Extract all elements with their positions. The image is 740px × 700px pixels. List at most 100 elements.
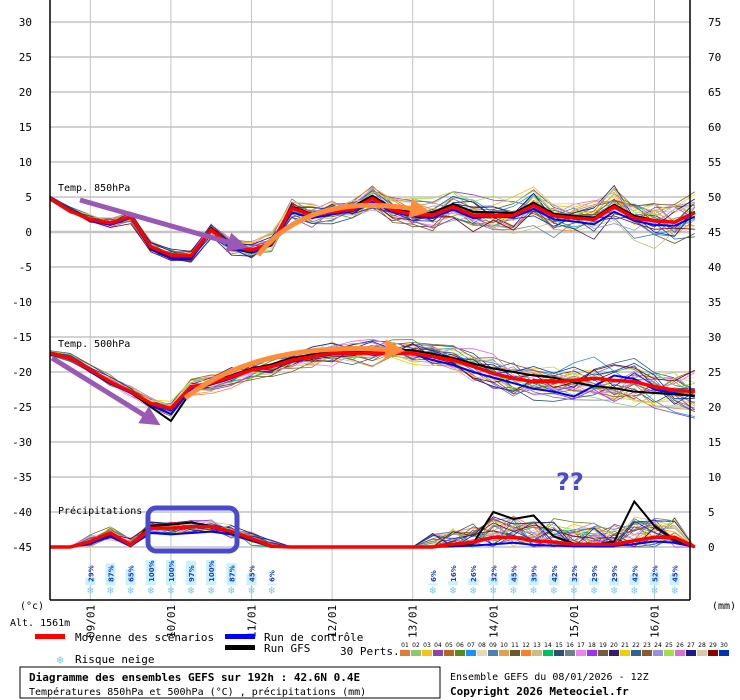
snow-risk-percent: 29% — [591, 565, 599, 582]
orange-arrow-t850 — [256, 198, 430, 257]
snow-risk-item: 26% ❄ — [468, 565, 479, 597]
pert-number: 11 — [511, 642, 519, 649]
right-tick-label: 30 — [708, 331, 721, 344]
snow-risk-bar — [448, 581, 458, 585]
snow-risk-bar — [609, 577, 620, 585]
snow-risk-bar — [669, 573, 680, 585]
pert-swatch — [554, 650, 564, 656]
pert-swatch — [686, 650, 696, 656]
snow-risk-bar — [649, 572, 660, 585]
snow-risk-item: 6% ❄ — [427, 570, 438, 597]
snow-risk-percent: 97% — [188, 565, 196, 582]
snow-risk-bar — [85, 577, 96, 585]
pert-number: 12 — [522, 642, 530, 649]
chart-subtitle: Températures 850hPa et 500hPa (°C) , pré… — [29, 686, 366, 698]
legend-mean-label: Moyenne des scénarios — [75, 631, 214, 644]
snow-risk-item: 97% ❄ — [186, 560, 197, 597]
pert-swatch — [433, 650, 443, 656]
mean-line-t850 — [49, 196, 696, 258]
snowflake-icon: ❄ — [430, 584, 437, 597]
snow-risk-bar — [528, 575, 539, 585]
snow-risk-bar — [629, 574, 640, 585]
pert-number: 13 — [533, 642, 541, 649]
date-label: 15/01 — [568, 605, 581, 638]
pert-swatch — [719, 650, 729, 656]
pert-swatch — [543, 650, 553, 656]
date-label: 10/01 — [165, 605, 178, 638]
snow-risk-percent: 100% — [168, 560, 176, 582]
left-tick-label: -25 — [12, 401, 32, 414]
left-tick-label: -45 — [12, 541, 32, 554]
mean-line-precip — [50, 524, 696, 549]
pert-swatch — [532, 650, 542, 656]
right-tick-label: 40 — [708, 261, 721, 274]
left-tick-label: -5 — [19, 261, 32, 274]
snow-risk-percent: 29% — [87, 565, 95, 582]
orange-arrow-t500 — [183, 339, 405, 400]
snow-risk-percent: 6% — [430, 570, 438, 582]
pert-swatch — [587, 650, 597, 656]
legend-control-label: Run de contrôle — [264, 631, 363, 644]
pert-swatch — [653, 650, 663, 656]
snow-risk-item: 100% ❄ — [206, 560, 217, 597]
right-tick-label: 60 — [708, 121, 721, 134]
snow-risk-bar — [105, 563, 116, 585]
pert-number: 06 — [456, 642, 464, 649]
pert-line-t500 — [49, 341, 695, 406]
snowflake-icon: ❄ — [228, 584, 235, 597]
left-tick-label: -40 — [12, 506, 32, 519]
snow-risk-percent: 32% — [571, 565, 579, 582]
snowflake-icon: ❄ — [631, 584, 638, 597]
snow-risk-bar — [145, 560, 156, 585]
pert-number: 15 — [555, 642, 563, 649]
snowflake-icon: ❄ — [571, 584, 578, 597]
pert-swatch — [444, 650, 454, 656]
snowflake-icon: ❄ — [107, 584, 114, 597]
pert-swatch — [488, 650, 498, 656]
snow-risk-item: 42% ❄ — [548, 565, 559, 597]
snow-risk-percent: 42% — [631, 565, 639, 582]
snow-risk-item: 87% ❄ — [105, 563, 116, 597]
pert-swatch — [477, 650, 487, 656]
snow-risk-bar — [266, 583, 277, 585]
run-label: Ensemble GEFS du 08/01/2026 - 12Z — [450, 672, 649, 683]
snowflake-icon: ❄ — [127, 584, 134, 597]
right-unit: (mm) — [712, 601, 736, 612]
pert-swatch — [521, 650, 531, 656]
snowflake-icon: ❄ — [248, 584, 255, 597]
snow-risk-percent: 29% — [611, 565, 619, 582]
legend-swatch-mean — [35, 634, 65, 639]
snow-risk-percent: 87% — [228, 565, 236, 582]
left-tick-label: 10 — [19, 156, 32, 169]
snow-risk-percent: 6% — [269, 570, 277, 582]
purple-arrow-t850 — [79, 197, 248, 252]
right-tick-label: 0 — [708, 541, 715, 554]
snow-risk-bar — [226, 563, 237, 585]
snow-risk-item: 52% ❄ — [649, 565, 660, 597]
snowflake-icon: ❄ — [87, 584, 94, 597]
footer: Diagramme des ensembles GEFS sur 192h : … — [19, 666, 649, 699]
question-marks: ?? — [556, 468, 584, 496]
snow-risk-item: 100% ❄ — [145, 560, 156, 597]
snowflake-icon: ❄ — [470, 584, 477, 597]
snow-risk-item: 45% ❄ — [246, 565, 257, 597]
legend-snow-label: Risque neige — [75, 653, 154, 666]
pert-number: 30 — [720, 642, 728, 649]
axes: 302520151050-5-10-15-20-25-30-35-40-4575… — [10, 0, 736, 638]
title-box — [19, 666, 441, 699]
altitude-label: Alt. 1561m — [10, 618, 70, 629]
snow-risk-bar — [568, 577, 579, 585]
snow-risk-item: 29% ❄ — [609, 565, 620, 597]
pert-number: 01 — [401, 642, 409, 649]
left-tick-label: -10 — [12, 296, 32, 309]
snow-risk-percent: 42% — [551, 565, 559, 582]
snow-risk-item: 45% ❄ — [669, 565, 680, 597]
snow-risk-bar — [125, 568, 136, 585]
snow-risk-item: 29% ❄ — [589, 565, 600, 597]
date-label: 11/01 — [246, 605, 259, 638]
right-tick-label: 75 — [708, 16, 721, 29]
date-label: 09/01 — [84, 605, 97, 638]
snow-risk-bar — [165, 560, 176, 585]
snow-risk-bar — [246, 573, 257, 585]
